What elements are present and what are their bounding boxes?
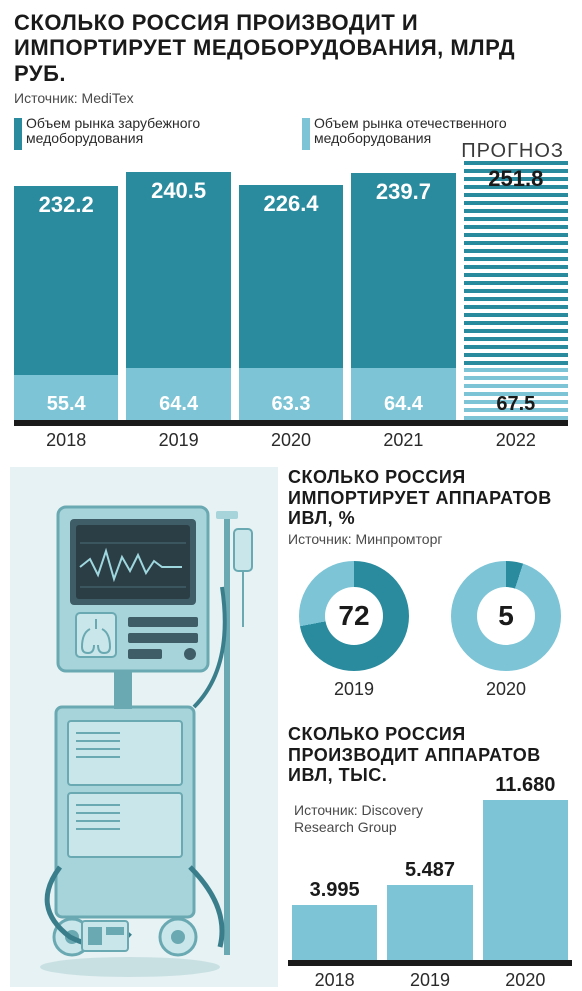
- prod-source: Источник: Discovery Research Group: [294, 802, 444, 836]
- foreign-value-label: 239.7: [351, 179, 455, 205]
- prod-bar: 5.487: [387, 885, 472, 960]
- stack-year-label: 2020: [239, 430, 343, 451]
- donut: 72: [299, 561, 409, 671]
- stack-year-label: 2018: [14, 430, 118, 451]
- prod-year-label: 2018: [292, 970, 377, 991]
- donut: 5: [451, 561, 561, 671]
- right-panel: СКОЛЬКО РОССИЯ ИМПОРТИРУЕТ АППАРАТОВ ИВЛ…: [288, 467, 572, 991]
- stack-year-label: 2021: [351, 430, 455, 451]
- donut-row: 72 2019 5 2020: [288, 561, 572, 700]
- ventilator-icon: [10, 467, 278, 987]
- domestic-value-label: 64.4: [351, 393, 455, 416]
- legend-foreign-label: Объем рынка зарубежного медоборудования: [26, 116, 274, 147]
- main-title: СКОЛЬКО РОССИЯ ПРОИЗВОДИТ И ИМПОРТИРУЕТ …: [0, 0, 582, 88]
- foreign-value-label: 251.8: [464, 166, 568, 192]
- donut-source: Источник: Минпромторг: [288, 531, 572, 547]
- donut-wrap: 72 2019: [299, 561, 409, 700]
- foreign-value-label: 240.5: [126, 178, 230, 204]
- stack-year-label: 2019: [126, 430, 230, 451]
- donut-value: 5: [477, 587, 535, 645]
- main-source: Источник: MediTex: [0, 88, 582, 112]
- donut-year: 2019: [299, 679, 409, 700]
- domestic-value-label: 55.4: [14, 393, 118, 416]
- domestic-value-label: 64.4: [126, 393, 230, 416]
- stack-col: 239.7 64.4: [351, 173, 455, 420]
- donut-wrap: 5 2020: [451, 561, 561, 700]
- prod-value-label: 3.995: [292, 879, 377, 902]
- stacked-bar-chart: 232.2 55.4 240.5 64.4 226.4 63.3 239.7 64.4 251.…: [14, 166, 568, 426]
- prod-bar: 3.995: [292, 905, 377, 960]
- foreign-value-label: 226.4: [239, 191, 343, 217]
- stack-col: 240.5 64.4: [126, 172, 230, 420]
- domestic-value-label: 63.3: [239, 393, 343, 416]
- domestic-value-label: 67.5: [464, 393, 568, 416]
- production-xaxis: 2018 2019 2020: [288, 970, 572, 991]
- legend-swatch-foreign: [14, 118, 22, 150]
- donut-value: 72: [325, 587, 383, 645]
- stack-col: 251.8 67.5: [464, 160, 568, 419]
- prod-col: 11.680: [483, 800, 568, 960]
- stack-col: 226.4 63.3: [239, 185, 343, 420]
- ventilator-illustration: [10, 467, 278, 987]
- stack-col: 232.2 55.4: [14, 186, 118, 420]
- prod-value-label: 11.680: [483, 774, 568, 797]
- stack-year-label: 2022: [464, 430, 568, 451]
- bottom-section: СКОЛЬКО РОССИЯ ИМПОРТИРУЕТ АППАРАТОВ ИВЛ…: [10, 467, 572, 991]
- donut-title: СКОЛЬКО РОССИЯ ИМПОРТИРУЕТ АППАРАТОВ ИВЛ…: [288, 467, 572, 529]
- legend-swatch-domestic: [302, 118, 310, 150]
- prod-bar: 11.680: [483, 800, 568, 960]
- prod-value-label: 5.487: [387, 859, 472, 882]
- stacked-bar-xaxis: 2018 2019 2020 2021 2022: [14, 430, 568, 451]
- prod-col: 3.995: [292, 905, 377, 960]
- foreign-value-label: 232.2: [14, 192, 118, 218]
- donut-year: 2020: [451, 679, 561, 700]
- prod-year-label: 2020: [483, 970, 568, 991]
- production-bar-chart: Источник: Discovery Research Group 3.995…: [288, 796, 572, 966]
- prod-year-label: 2019: [387, 970, 472, 991]
- legend-foreign: Объем рынка зарубежного медоборудования: [14, 116, 274, 150]
- prod-col: 5.487: [387, 885, 472, 960]
